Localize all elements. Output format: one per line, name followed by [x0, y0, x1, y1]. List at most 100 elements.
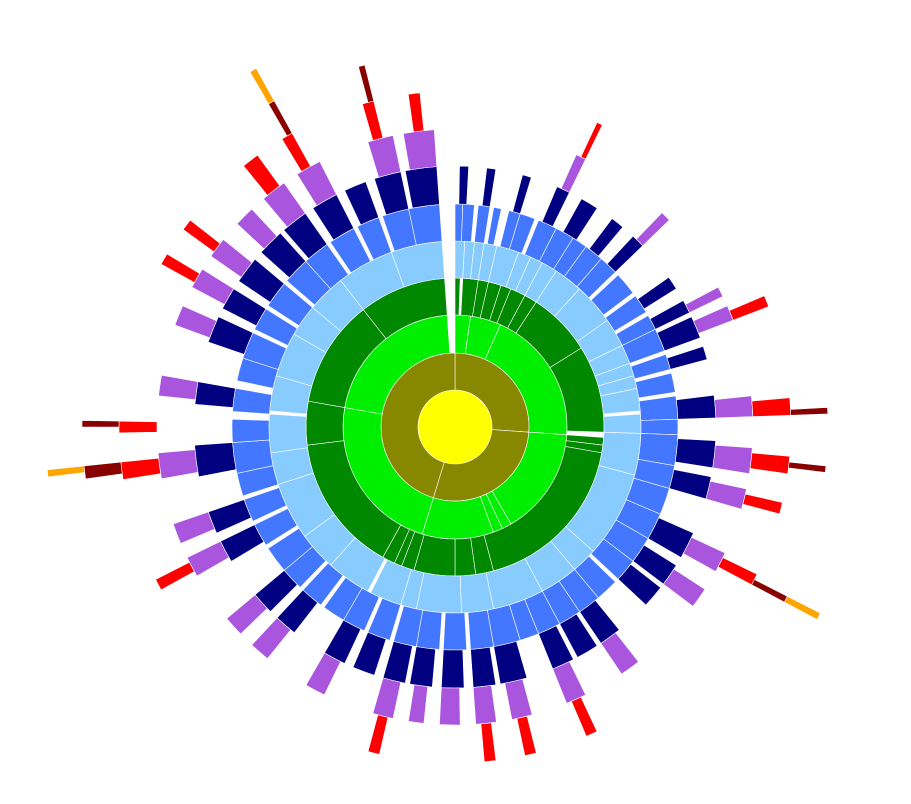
- sunburst-segment-depth7-13[interactable]: [439, 687, 461, 726]
- sunburst-segment-depth7-1[interactable]: [635, 212, 670, 247]
- sunburst-segment-depth7-23[interactable]: [174, 305, 217, 339]
- sunburst-segment-depth7-20[interactable]: [172, 511, 216, 544]
- sunburst-segment-depth6-10[interactable]: [666, 345, 708, 370]
- sunburst-segment-depth6-23[interactable]: [409, 646, 436, 688]
- sunburst-segment-depth6-16[interactable]: [617, 563, 662, 606]
- sunburst-segment-depth5-5[interactable]: [509, 213, 536, 254]
- sunburst-segment-depth8-13[interactable]: [160, 253, 200, 283]
- sunburst-segment-depth8-5[interactable]: [717, 557, 758, 586]
- sunburst-segment-depth8-16[interactable]: [281, 132, 311, 172]
- sunburst-segment-depth3-0[interactable]: [454, 277, 461, 316]
- sunburst-segment-depth7-5[interactable]: [712, 444, 753, 474]
- sunburst-segment-depth7-17[interactable]: [251, 617, 292, 660]
- sunburst-segment-depth8-7[interactable]: [516, 715, 537, 757]
- sunburst-segment-depth8-18[interactable]: [407, 92, 425, 133]
- sunburst-segment-depth9-5[interactable]: [268, 100, 293, 137]
- sunburst-segment-depth8-6[interactable]: [571, 696, 598, 737]
- sunburst-segment-depth2-6[interactable]: [421, 496, 494, 540]
- sunburst-segment-depth7-18[interactable]: [226, 594, 268, 635]
- sunburst-segment-depth6-24[interactable]: [382, 640, 413, 684]
- sunburst-segment-depth6-40[interactable]: [373, 171, 409, 216]
- sunburst-segment-depth6-13[interactable]: [668, 469, 712, 500]
- sunburst-segment-depth9-6[interactable]: [358, 64, 375, 103]
- sunburst-segment-depth6-11[interactable]: [676, 394, 717, 420]
- sunburst-segment-depth7-26[interactable]: [236, 208, 278, 250]
- sunburst-segment-depth6-22[interactable]: [441, 649, 465, 689]
- sunburst-segment-depth6-39[interactable]: [344, 181, 380, 226]
- sunburst-segment-depth7-22[interactable]: [158, 374, 199, 401]
- sunburst-segment-depth5-17[interactable]: [638, 395, 679, 421]
- sunburst-segment-depth7-0[interactable]: [560, 154, 587, 193]
- sunburst-segment-depth8-10[interactable]: [155, 561, 195, 591]
- sunburst-segment-depth6-2[interactable]: [512, 174, 532, 215]
- sunburst-segment-depth4-29[interactable]: [268, 413, 308, 454]
- sunburst-segment-depth6-32[interactable]: [194, 381, 236, 408]
- sunburst-segment-depth5-2[interactable]: [474, 204, 491, 244]
- sunburst-segment-depth0-0[interactable]: [417, 389, 493, 465]
- sunburst-segment-depth6-6[interactable]: [606, 235, 644, 273]
- sunburst-segment-depth6-1[interactable]: [481, 167, 497, 208]
- sunburst-segment-depth10-0[interactable]: [783, 595, 821, 620]
- sunburst-segment-depth8-9[interactable]: [367, 714, 389, 755]
- sunburst-segment-depth7-21[interactable]: [157, 449, 199, 480]
- sunburst-segment-depth7-11[interactable]: [504, 678, 533, 720]
- sunburst-segment-depth7-15[interactable]: [372, 677, 402, 719]
- sunburst-segment-depth6-31[interactable]: [194, 442, 237, 478]
- sunburst-segment-depth7-30[interactable]: [402, 129, 438, 171]
- sunburst-segment-depth6-25[interactable]: [352, 631, 387, 676]
- sunburst-segment-depth8-1[interactable]: [728, 295, 770, 321]
- sunburst-segment-depth6-7[interactable]: [637, 276, 677, 310]
- sunburst-segment-depth9-3[interactable]: [83, 461, 123, 480]
- sunburst-segment-depth5-1[interactable]: [461, 203, 475, 243]
- sunburst-segment-depth7-9[interactable]: [600, 632, 639, 675]
- sunburst-segment-depth6-41[interactable]: [404, 166, 440, 209]
- sunburst-segment-depth5-46[interactable]: [232, 387, 273, 415]
- sunburst-segment-depth6-12[interactable]: [674, 438, 716, 469]
- sunburst-segment-depth6-3[interactable]: [541, 186, 570, 227]
- sunburst-segment-depth7-14[interactable]: [408, 684, 429, 724]
- sunburst-segment-depth6-20[interactable]: [493, 640, 528, 685]
- sunburst-segment-depth5-11[interactable]: [590, 274, 634, 316]
- sunburst-segment-depth9-0[interactable]: [790, 407, 829, 416]
- sunburst-segment-depth7-4[interactable]: [714, 395, 754, 419]
- sunburst-segment-depth5-10[interactable]: [576, 258, 616, 299]
- sunburst-segment-depth5-18[interactable]: [640, 418, 679, 436]
- sunburst-segment-depth8-15[interactable]: [243, 154, 281, 196]
- sunburst-segment-depth4-22[interactable]: [415, 572, 462, 614]
- sunburst-segment-depth8-14[interactable]: [182, 219, 221, 253]
- sunburst-segment-depth5-3[interactable]: [486, 207, 502, 246]
- sunburst-segment-depth5-32[interactable]: [443, 612, 467, 651]
- sunburst-segment-depth8-3[interactable]: [749, 452, 791, 475]
- sunburst-segment-depth7-6[interactable]: [705, 480, 747, 510]
- sunburst-segment-depth9-1[interactable]: [788, 461, 827, 473]
- sunburst-segment-depth8-8[interactable]: [480, 722, 497, 763]
- sunburst-segment-depth8-17[interactable]: [362, 100, 384, 141]
- sunburst-segment-depth9-4[interactable]: [81, 420, 120, 428]
- sunburst-segment-depth7-3[interactable]: [693, 305, 734, 334]
- sunburst-segment-depth7-12[interactable]: [472, 685, 497, 725]
- sunburst-segment-depth8-12[interactable]: [118, 420, 158, 434]
- sunburst-segment-depth5-45[interactable]: [231, 418, 270, 443]
- sunburst-segment-depth8-11[interactable]: [120, 457, 162, 480]
- sunburst-segment-depth10-2[interactable]: [249, 67, 275, 105]
- sunburst-segment-depth7-16[interactable]: [305, 652, 341, 696]
- sunburst-segment-depth10-1[interactable]: [46, 465, 86, 478]
- sunburst-segment-depth6-4[interactable]: [562, 198, 598, 241]
- sunburst-segment-depth7-2[interactable]: [685, 286, 724, 313]
- sunburst-segment-depth6-5[interactable]: [588, 218, 624, 257]
- sunburst-segment-depth5-16[interactable]: [635, 372, 676, 399]
- sunburst-segment-depth8-4[interactable]: [742, 493, 783, 515]
- sunburst-segment-depth4-15[interactable]: [603, 413, 642, 434]
- sunburst-segment-depth8-2[interactable]: [751, 397, 792, 417]
- sunburst-segment-depth6-21[interactable]: [470, 646, 497, 688]
- sunburst-segment-depth5-37[interactable]: [323, 577, 363, 621]
- sunburst-segment-depth6-18[interactable]: [559, 613, 598, 658]
- sunburst-segment-depth5-40[interactable]: [267, 527, 313, 571]
- sunburst-segment-depth7-8[interactable]: [663, 568, 706, 607]
- sunburst-segment-depth6-0[interactable]: [458, 165, 469, 205]
- sunburst-segment-depth3-19[interactable]: [305, 400, 346, 446]
- sunburst-segment-depth9-2[interactable]: [751, 579, 788, 603]
- sunburst-segment-depth7-29[interactable]: [367, 135, 402, 178]
- sunburst-segment-depth8-0[interactable]: [580, 122, 603, 160]
